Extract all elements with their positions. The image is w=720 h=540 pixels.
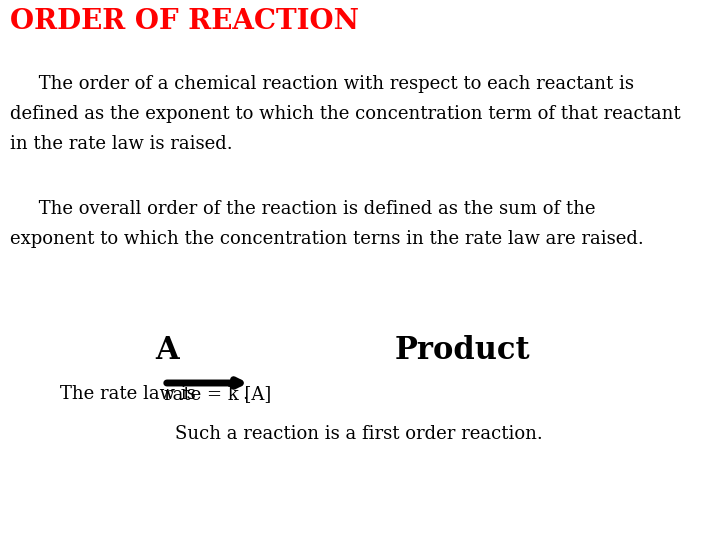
Text: in the rate law is raised.: in the rate law is raised. <box>10 135 233 153</box>
Text: exponent to which the concentration terns in the rate law are raised.: exponent to which the concentration tern… <box>10 230 644 248</box>
Text: rate = k [A]: rate = k [A] <box>164 385 271 403</box>
Text: .: . <box>242 385 248 403</box>
Text: defined as the exponent to which the concentration term of that reactant: defined as the exponent to which the con… <box>10 105 680 123</box>
Text: Such a reaction is a first order reaction.: Such a reaction is a first order reactio… <box>175 425 543 443</box>
Text: Product: Product <box>395 335 531 366</box>
Text: The rate law is: The rate law is <box>60 385 202 403</box>
Text: The overall order of the reaction is defined as the sum of the: The overall order of the reaction is def… <box>10 200 595 218</box>
Text: ORDER OF REACTION: ORDER OF REACTION <box>10 8 359 35</box>
Text: The order of a chemical reaction with respect to each reactant is: The order of a chemical reaction with re… <box>10 75 634 93</box>
Text: A: A <box>155 335 179 366</box>
